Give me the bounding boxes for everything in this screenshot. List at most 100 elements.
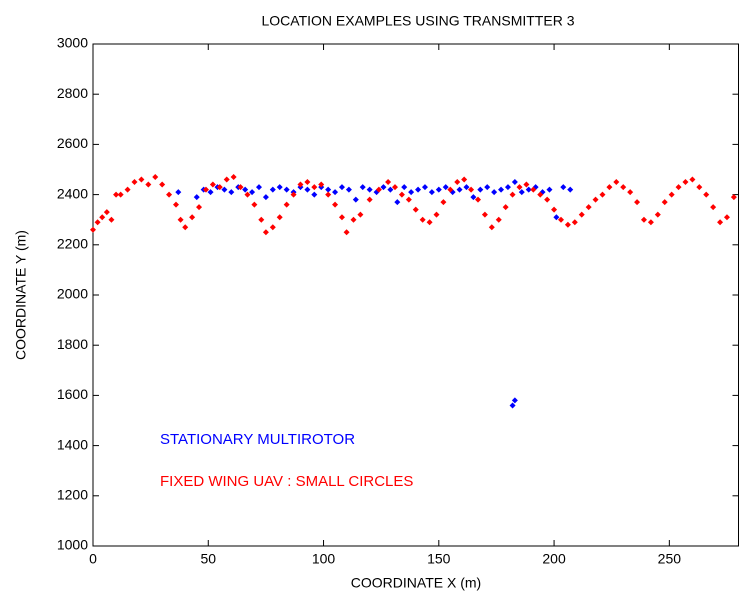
scatter-point — [196, 204, 203, 211]
scatter-point — [606, 184, 613, 191]
scatter-point — [189, 214, 196, 221]
scatter-point — [516, 184, 523, 191]
scatter-point — [108, 216, 115, 223]
scatter-point — [560, 184, 567, 191]
scatter-point — [488, 224, 495, 231]
scatter-point — [613, 179, 620, 186]
scatter-point — [675, 184, 682, 191]
scatter-point — [172, 201, 179, 208]
scatter-point — [103, 209, 110, 216]
scatter-point — [352, 196, 359, 203]
y-tick-label: 1200 — [57, 487, 88, 503]
scatter-point — [481, 211, 488, 218]
x-tick-label: 250 — [658, 551, 682, 567]
scatter-point — [262, 194, 269, 201]
scatter-point — [557, 216, 564, 223]
y-tick-label: 2400 — [57, 185, 88, 201]
scatter-point — [304, 179, 311, 186]
scatter-point — [419, 216, 426, 223]
scatter-point — [237, 184, 244, 191]
scatter-point — [627, 189, 634, 196]
y-tick-label: 1800 — [57, 336, 88, 352]
scatter-point — [468, 186, 475, 193]
scatter-point — [401, 184, 408, 191]
scatter-point — [696, 184, 703, 191]
scatter-point — [297, 181, 304, 188]
scatter-point — [209, 181, 216, 188]
scatter-point — [546, 186, 553, 193]
y-axis-label: COORDINATE Y (m) — [13, 230, 29, 360]
scatter-point — [357, 211, 364, 218]
x-tick-label: 200 — [542, 551, 566, 567]
scatter-point — [578, 211, 585, 218]
legend-entry: STATIONARY MULTIROTOR — [160, 431, 355, 448]
scatter-point — [202, 186, 209, 193]
y-tick-label: 2000 — [57, 286, 88, 302]
x-tick-label: 0 — [89, 551, 97, 567]
scatter-point — [131, 179, 138, 186]
scatter-point — [592, 196, 599, 203]
scatter-point — [182, 224, 189, 231]
scatter-point — [647, 219, 654, 226]
y-tick-label: 1400 — [57, 436, 88, 452]
scatter-point — [428, 189, 435, 196]
scatter-point — [551, 206, 558, 213]
scatter-point — [463, 184, 470, 191]
scatter-point — [447, 186, 454, 193]
scatter-point — [359, 184, 366, 191]
scatter-point — [567, 186, 574, 193]
scatter-point — [723, 214, 730, 221]
scatter-point — [530, 186, 537, 193]
scatter-point — [230, 174, 237, 181]
scatter-point — [523, 181, 530, 188]
scatter-point — [440, 199, 447, 206]
x-tick-label: 50 — [200, 551, 216, 567]
scatter-point — [634, 199, 641, 206]
scatter-point — [345, 186, 352, 193]
scatter-point — [94, 219, 101, 226]
scatter-point — [415, 186, 422, 193]
scatter-point — [244, 191, 251, 198]
scatter-point — [117, 191, 124, 198]
scatter-point — [276, 184, 283, 191]
scatter-point — [242, 186, 249, 193]
y-tick-label: 2200 — [57, 236, 88, 252]
scatter-point — [223, 176, 230, 183]
scatter-point — [456, 186, 463, 193]
scatter-point — [332, 201, 339, 208]
scatter-point — [571, 219, 578, 226]
y-tick-label: 1000 — [57, 537, 88, 553]
scatter-point — [408, 189, 415, 196]
x-tick-label: 150 — [427, 551, 451, 567]
scatter-point — [385, 179, 392, 186]
scatter-point — [511, 179, 518, 186]
scatter-point — [640, 216, 647, 223]
scatter-point — [509, 402, 516, 409]
scatter-point — [283, 186, 290, 193]
scatter-point — [138, 176, 145, 183]
scatter-point — [498, 186, 505, 193]
scatter-point — [152, 174, 159, 181]
scatter-point — [304, 186, 311, 193]
scatter-point — [269, 186, 276, 193]
chart-title: LOCATION EXAMPLES USING TRANSMITTER 3 — [262, 13, 575, 29]
scatter-point — [90, 226, 96, 233]
scatter-point — [454, 179, 461, 186]
scatter-point — [433, 211, 440, 218]
scatter-point — [325, 191, 332, 198]
scatter-point — [262, 229, 269, 236]
scatter-point — [124, 186, 131, 193]
scatter-point — [392, 184, 399, 191]
legend-entry: FIXED WING UAV : SMALL CIRCLES — [160, 473, 413, 490]
scatter-point — [518, 189, 525, 196]
scatter-point — [477, 186, 484, 193]
scatter-point — [599, 191, 606, 198]
scatter-point — [537, 191, 544, 198]
scatter-point — [166, 191, 173, 198]
scatter-point — [175, 189, 182, 196]
y-tick-label: 1600 — [57, 386, 88, 402]
scatter-point — [668, 191, 675, 198]
scatter-point — [249, 189, 256, 196]
